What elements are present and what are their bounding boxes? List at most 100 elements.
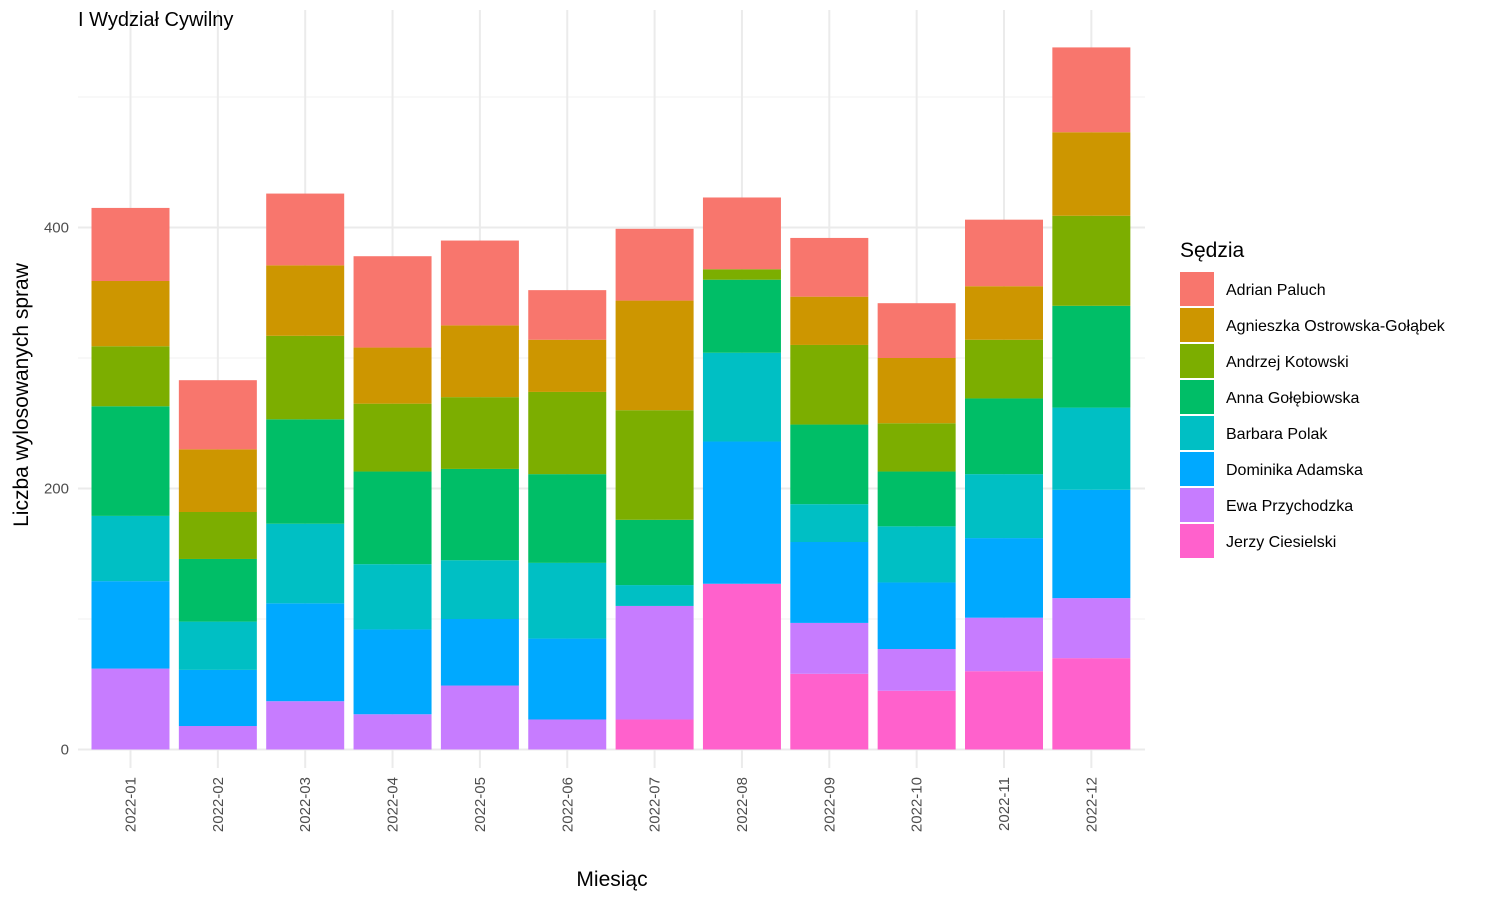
legend-label: Jerzy Ciesielski xyxy=(1226,534,1336,551)
x-tick-label: 2022-06 xyxy=(559,777,576,832)
bar-segment xyxy=(877,526,956,583)
bar-segment xyxy=(702,279,781,353)
bar-segment xyxy=(178,380,257,450)
bar-segment xyxy=(353,403,432,472)
bar-segment xyxy=(965,219,1043,287)
bar-segment xyxy=(178,621,257,670)
bar-segment xyxy=(178,449,257,512)
bar-segment xyxy=(266,701,345,750)
x-tick-label: 2022-03 xyxy=(297,777,314,832)
bar-segment xyxy=(528,562,607,639)
bar-segment xyxy=(266,335,345,420)
bar-segment xyxy=(528,339,607,392)
legend-swatch xyxy=(1180,524,1214,558)
bar-segment xyxy=(178,726,257,750)
bar-segment xyxy=(353,564,432,630)
bar-segment xyxy=(353,256,432,348)
bar-segment xyxy=(790,237,869,297)
bar-segment xyxy=(91,346,170,407)
bar-segment xyxy=(528,290,607,340)
bar-segment xyxy=(528,474,607,563)
bar-segment xyxy=(1052,132,1131,216)
legend-swatch xyxy=(1180,308,1214,342)
bar-segment xyxy=(266,603,345,702)
y-tick-label: 200 xyxy=(44,481,69,498)
legend-swatch xyxy=(1180,416,1214,450)
bar-segment xyxy=(528,391,607,475)
bar-segment xyxy=(91,515,170,582)
bar-segment xyxy=(965,339,1043,399)
bar-segment xyxy=(178,669,257,727)
bar-segment xyxy=(440,468,519,561)
bar-segment xyxy=(615,605,694,720)
legend-swatch xyxy=(1180,488,1214,522)
bar-segment xyxy=(1052,305,1131,408)
bar-segment xyxy=(1052,407,1131,490)
bar-segment xyxy=(702,583,781,750)
bar-segment xyxy=(528,638,607,720)
bar-segment xyxy=(702,197,781,270)
legend-label: Ewa Przychodzka xyxy=(1226,498,1353,515)
legend-label: Dominika Adamska xyxy=(1226,462,1363,479)
bar-segment xyxy=(178,558,257,622)
bar-segment xyxy=(1052,215,1131,306)
legend: Sędzia Adrian Paluch Agnieszka Ostrowska-… xyxy=(1180,239,1446,558)
bar-segment xyxy=(615,719,694,750)
bar-segment xyxy=(965,286,1043,340)
bar-segment xyxy=(266,193,345,266)
x-tick-label: 2022-01 xyxy=(123,777,140,832)
legend-label: Agnieszka Ostrowska-Gołąbek xyxy=(1226,318,1446,335)
x-tick-label: 2022-07 xyxy=(647,777,664,832)
bar-segment xyxy=(91,581,170,669)
bar-segment xyxy=(965,398,1043,475)
x-tick-label: 2022-09 xyxy=(821,777,838,832)
bar-segment xyxy=(702,352,781,442)
bar-segment xyxy=(353,714,432,750)
legend-swatch xyxy=(1180,452,1214,486)
x-tick-label: 2022-04 xyxy=(385,777,402,832)
bar-segment xyxy=(965,617,1043,672)
bar-segment xyxy=(615,228,694,301)
x-axis-ticks: 2022-01 2022-02 2022-03 2022-04 2022-05 2022-… xyxy=(123,777,1101,832)
legend-swatch xyxy=(1180,380,1214,414)
bar-segment xyxy=(353,347,432,404)
bar-segment xyxy=(877,471,956,527)
bar-segment xyxy=(266,523,345,604)
bar-segment xyxy=(91,281,170,347)
legend-label: Andrzej Kotowski xyxy=(1226,354,1349,371)
bar-segment xyxy=(440,397,519,469)
bar-segment xyxy=(790,504,869,543)
x-tick-label: 2022-10 xyxy=(909,777,926,832)
bar-segment xyxy=(91,406,170,516)
x-tick-label: 2022-12 xyxy=(1083,777,1100,832)
bars xyxy=(91,47,1131,750)
bar-segment xyxy=(440,325,519,398)
y-tick-label: 0 xyxy=(61,742,69,759)
bar-segment xyxy=(440,619,519,686)
bar-segment xyxy=(440,560,519,619)
bar-segment xyxy=(965,474,1043,539)
bar-segment xyxy=(615,585,694,606)
bar-segment xyxy=(615,300,694,411)
bar-segment xyxy=(790,673,869,750)
bar-segment xyxy=(615,519,694,586)
chart-title: I Wydział Cywilny xyxy=(78,9,233,31)
bar-segment xyxy=(877,649,956,691)
bar-segment xyxy=(877,358,956,424)
legend-label: Adrian Paluch xyxy=(1226,282,1326,299)
bar-segment xyxy=(877,423,956,472)
bar-segment xyxy=(266,265,345,336)
x-tick-label: 2022-11 xyxy=(996,777,1013,831)
x-tick-label: 2022-02 xyxy=(210,777,227,832)
legend-title: Sędzia xyxy=(1180,239,1245,262)
bar-segment xyxy=(440,240,519,326)
bar-segment xyxy=(877,690,956,750)
bar-segment xyxy=(91,668,170,750)
bar-segment xyxy=(353,629,432,715)
legend-label: Barbara Polak xyxy=(1226,426,1328,443)
bar-segment xyxy=(1052,47,1131,133)
bar-segment xyxy=(615,410,694,520)
x-tick-label: 2022-05 xyxy=(472,777,489,832)
bar-segment xyxy=(178,511,257,559)
bar-segment xyxy=(1052,658,1131,750)
